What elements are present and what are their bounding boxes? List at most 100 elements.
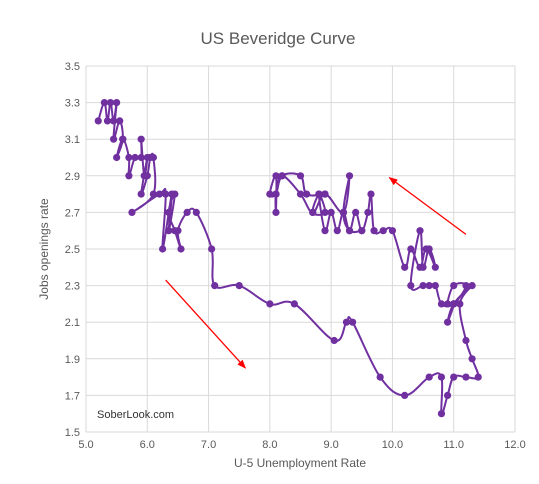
data-point [119,135,127,143]
y-tick-label: 1.7 [65,390,80,402]
data-point [450,373,458,381]
data-point [149,190,158,198]
watermark-text: SoberLook.com [97,409,174,421]
data-point [208,245,216,253]
data-point [143,172,151,180]
data-point [437,373,446,381]
data-point [321,190,329,198]
data-point [474,373,482,381]
data-point [468,282,476,290]
data-point [174,227,182,235]
data-point [272,172,280,180]
trend-arrow [388,177,467,235]
y-tick-label: 2.5 [65,244,80,256]
data-point [345,172,354,180]
data-point [266,300,274,308]
data-point [109,117,118,125]
data-point [211,282,219,290]
data-point [422,245,430,253]
data-point [106,99,115,107]
data-point [379,227,387,235]
y-axis-title: Jobs openings rate [37,198,51,300]
plot-area [94,99,482,418]
data-point [290,300,298,308]
data-point [137,190,145,198]
data-point [116,117,124,125]
data-point [348,318,357,326]
data-point [266,190,274,198]
data-point [171,190,179,198]
y-tick-label: 2.7 [65,207,80,219]
data-point [296,172,305,180]
data-point [321,208,329,216]
x-tick-label: 5.0 [78,439,93,451]
x-tick-label: 11.0 [443,439,464,451]
data-point [370,227,378,235]
data-point [113,153,121,162]
data-point [315,190,323,198]
data-point [416,227,424,235]
data-point [327,208,335,216]
x-tick-label: 6.0 [140,439,155,451]
data-point [342,318,351,326]
data-point [425,282,433,290]
data-point [155,190,164,198]
data-point [272,190,280,198]
data-point [321,227,329,235]
data-point [159,245,167,253]
x-tick-label: 12.0 [504,439,525,451]
y-tick-label: 3.1 [65,134,80,146]
y-tick-label: 2.9 [65,171,80,183]
data-point [330,336,338,345]
gridlines [85,65,516,433]
data-point [100,99,108,107]
data-point [272,208,280,216]
data-point [125,172,133,180]
x-axis-title: U-5 Unemployment Rate [234,456,366,470]
data-point [407,245,415,253]
data-point [128,208,136,216]
data-point [431,282,439,290]
y-tick-label: 1.9 [65,354,80,366]
data-point [462,336,470,345]
data-point [462,373,470,381]
data-point [425,373,433,381]
data-point [177,245,185,253]
data-point [456,300,464,308]
data-point [278,172,286,180]
x-tick-label: 8.0 [262,439,277,451]
data-point [137,153,145,162]
data-point [296,190,305,198]
trend-arrow [165,279,247,369]
data-point [131,153,139,162]
data-point [183,208,191,216]
data-point [431,263,439,271]
data-point [450,282,458,290]
x-tick-label: 7.0 [201,439,216,451]
data-point [103,117,112,125]
data-point [358,227,366,235]
series-line [97,101,480,416]
data-point [376,373,384,381]
data-point [407,282,415,290]
data-point [192,208,200,216]
data-point [345,227,354,235]
data-point [367,190,375,198]
data-point [125,153,133,162]
data-point [235,282,243,290]
x-tick-label: 10.0 [382,439,403,451]
data-point [165,208,173,216]
data-point [443,318,452,326]
data-point [419,282,427,290]
x-axis-ticks: 5.0 6.0 7.0 8.0 9.0 10.0 11.0 12.0 [78,439,525,451]
chart-title: US Beveridge Curve [201,29,356,48]
data-point [401,263,409,271]
y-tick-label: 1.5 [65,427,80,439]
data-point [437,300,446,308]
data-point [443,300,452,308]
data-point [443,391,452,399]
data-point [364,208,372,216]
data-point [333,227,341,235]
data-point [462,282,470,290]
